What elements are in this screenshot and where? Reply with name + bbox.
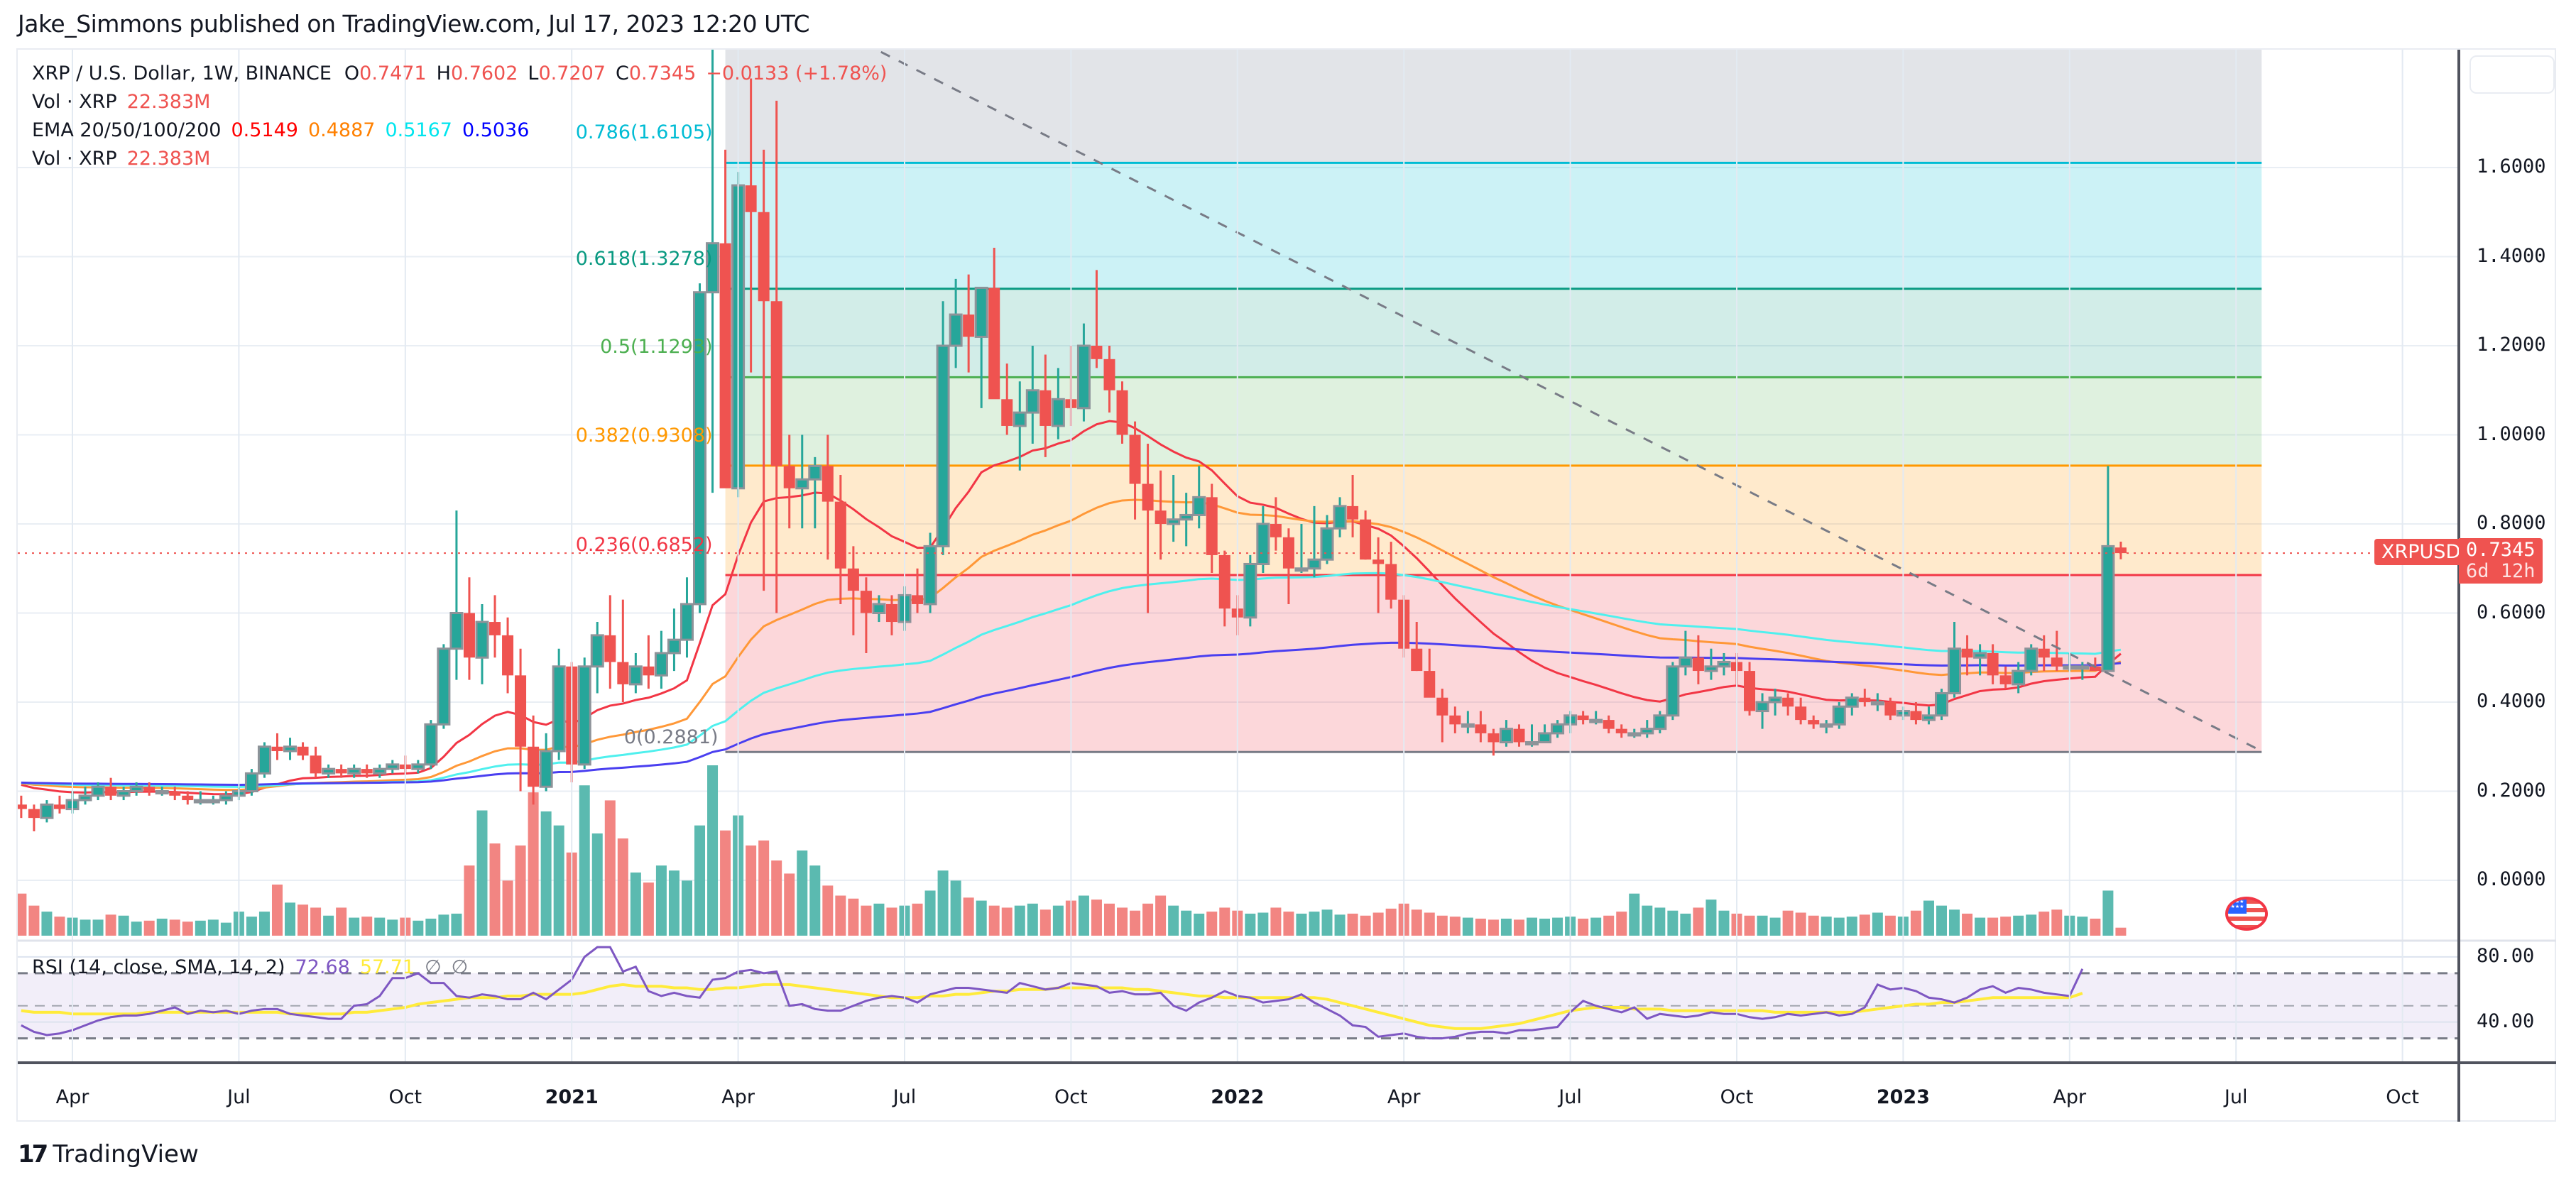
close-key: C: [615, 62, 629, 84]
price-tick-label: 1.6000: [2477, 155, 2546, 177]
symbol-legend-row[interactable]: XRP / U.S. Dollar, 1W, BINANCE O0.7471 H0.…: [32, 62, 897, 84]
bar-countdown: 6d 12h: [2466, 560, 2536, 582]
time-tick-label: Apr: [1387, 1086, 1421, 1108]
time-tick-label: Oct: [2386, 1086, 2419, 1108]
rsi-tick-label: 80.00: [2477, 944, 2535, 967]
time-tick-label: Oct: [1054, 1086, 1088, 1108]
low-key: L: [528, 62, 539, 84]
time-tick-label: 2023: [1876, 1086, 1930, 1108]
price-tick-label: 0.2000: [2477, 779, 2546, 802]
rsi-na-1: ∅: [425, 956, 442, 978]
rsi-tick-label: 40.00: [2477, 1010, 2535, 1032]
symbol-price-tag: XRPUSD: [2374, 539, 2468, 565]
fib-label-0-5: 0.5(1.1293): [600, 336, 713, 359]
price-tick-label: 1.0000: [2477, 422, 2546, 445]
low-value: 0.7207: [538, 62, 606, 84]
ema50-value: 0.4887: [307, 119, 376, 141]
time-tick-label: 2021: [545, 1086, 599, 1108]
volume-label: Vol · XRP: [32, 91, 117, 113]
time-tick-label: Jul: [2224, 1086, 2248, 1108]
time-tick-label: Jul: [1559, 1086, 1582, 1108]
fib-label-0-382: 0.382(0.9308): [575, 424, 713, 447]
volume-label-2: Vol · XRP: [32, 148, 117, 170]
price-tick-label: 1.4000: [2477, 244, 2546, 267]
high-value: 0.7602: [450, 62, 518, 84]
fib-label-0-786: 0.786(1.6105): [575, 121, 713, 144]
chart-frame: [16, 48, 2556, 1122]
rsi-label: RSI (14, close, SMA, 14, 2): [32, 956, 285, 978]
volume-legend-row-2[interactable]: Vol · XRP 22.383M: [32, 148, 220, 170]
time-tick-label: Apr: [721, 1086, 755, 1108]
volume-value: 22.383M: [126, 91, 211, 113]
ema100-value: 0.5167: [385, 119, 452, 141]
price-axis-settings-button[interactable]: [2469, 55, 2555, 94]
ema-legend-row[interactable]: EMA 20/50/100/200 0.5149 0.4887 0.5167 0.503…: [32, 119, 539, 141]
change-value: −0.0133 (+1.78%): [706, 62, 888, 84]
time-tick-label: Oct: [388, 1086, 422, 1108]
time-tick-label: Apr: [2053, 1086, 2087, 1108]
rsi-sma-value: 57.71: [359, 956, 415, 978]
high-key: H: [436, 62, 451, 84]
tradingview-mark-icon: 17: [18, 1140, 48, 1169]
time-tick-label: 2022: [1211, 1086, 1265, 1108]
rsi-value: 72.68: [295, 956, 350, 978]
ema20-value: 0.5149: [231, 119, 298, 141]
fib-label-0-236: 0.236(0.6852): [575, 534, 713, 557]
time-tick-label: Jul: [893, 1086, 917, 1108]
rsi-legend-row[interactable]: RSI (14, close, SMA, 14, 2) 72.68 57.71 ∅ ∅: [32, 956, 478, 978]
close-value: 0.7345: [628, 62, 697, 84]
open-key: O: [344, 62, 360, 84]
price-tick-label: 1.2000: [2477, 334, 2546, 356]
last-price-tag: 0.7345 6d 12h: [2459, 538, 2543, 584]
price-tick-label: 0.8000: [2477, 512, 2546, 534]
last-price-value: 0.7345: [2466, 539, 2536, 561]
time-tick-label: Oct: [1720, 1086, 1754, 1108]
symbol-title: XRP / U.S. Dollar, 1W, BINANCE: [32, 62, 332, 84]
ema-label: EMA 20/50/100/200: [32, 119, 222, 141]
time-tick-label: Apr: [55, 1086, 89, 1108]
open-value: 0.7471: [359, 62, 427, 84]
time-tick-label: Jul: [227, 1086, 251, 1108]
price-tick-label: 0.0000: [2477, 868, 2546, 890]
volume-value-2: 22.383M: [126, 148, 211, 170]
fib-label-0: 0(0.2881): [623, 726, 719, 749]
price-tick-label: 0.4000: [2477, 690, 2546, 712]
ema200-value: 0.5036: [462, 119, 530, 141]
published-by-text: Jake_Simmons published on TradingView.co…: [18, 10, 810, 38]
tradingview-brand: TradingView: [53, 1140, 199, 1169]
tradingview-logo[interactable]: 17 TradingView: [18, 1140, 199, 1169]
fib-label-0-618: 0.618(1.3278): [575, 247, 713, 270]
price-tick-label: 0.6000: [2477, 601, 2546, 623]
volume-legend-row[interactable]: Vol · XRP 22.383M: [32, 91, 220, 113]
rsi-na-2: ∅: [451, 956, 469, 978]
us-economic-event-flag-icon[interactable]: ★★★ ★★★: [2225, 897, 2268, 931]
